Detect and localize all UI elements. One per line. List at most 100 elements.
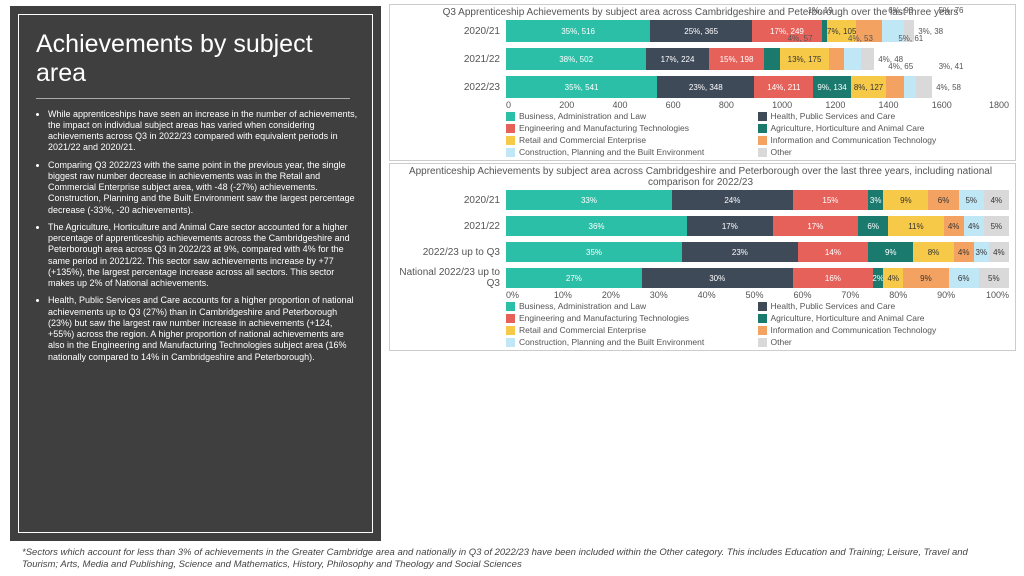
- bar-segment: 4%: [989, 242, 1009, 262]
- callout: 3%, 41: [939, 62, 964, 71]
- chart-row: 2022/23 up to Q335%23%14%9%8%4%3%4%: [392, 240, 1009, 264]
- legend-swatch: [506, 338, 515, 347]
- legend-swatch: [506, 124, 515, 133]
- legend-label: Business, Administration and Law: [519, 301, 646, 311]
- legend-swatch: [506, 148, 515, 157]
- legend-item: Engineering and Manufacturing Technologi…: [506, 123, 758, 133]
- legend-item: Health, Public Services and Care: [758, 111, 1010, 121]
- bar-segment: 8%, 127: [851, 76, 886, 98]
- bar-segment: 9%: [868, 242, 913, 262]
- legend-label: Health, Public Services and Care: [771, 301, 896, 311]
- bar-segment: 17%: [773, 216, 859, 236]
- bar-segment: 5%: [984, 216, 1009, 236]
- bar-segment: 8%: [913, 242, 953, 262]
- row-label: National 2022/23 up to Q3: [392, 267, 506, 289]
- legend-swatch: [506, 314, 515, 323]
- chart-row: National 2022/23 up to Q327%30%16%2%4%9%…: [392, 266, 1009, 290]
- legend-swatch: [506, 136, 515, 145]
- row-label: 2022/23: [392, 82, 506, 93]
- bar-segment: 2%: [873, 268, 883, 288]
- bar-segment: 5%: [959, 190, 984, 210]
- chart2: Apprenticeship Achievements by subject a…: [389, 163, 1016, 351]
- legend-label: Other: [771, 337, 792, 347]
- bar-segment: 6%: [928, 190, 958, 210]
- left-panel: Achievements by subject area While appre…: [8, 4, 383, 543]
- callout: 5%, 76: [939, 6, 964, 15]
- bar-segment: 4%: [944, 216, 964, 236]
- bar-segment: 6%: [949, 268, 979, 288]
- bar-segment: 35%, 541: [506, 76, 657, 98]
- row-label: 2021/22: [392, 54, 506, 65]
- callout: 4%, 57: [788, 34, 813, 43]
- legend-item: Construction, Planning and the Built Env…: [506, 147, 758, 157]
- bar-segment: 27%: [506, 268, 642, 288]
- legend-swatch: [758, 148, 767, 157]
- legend-swatch: [758, 314, 767, 323]
- legend-label: Engineering and Manufacturing Technologi…: [519, 123, 689, 133]
- chart1: Q3 Apprenticeship Achievements by subjec…: [389, 4, 1016, 161]
- bullet: The Agriculture, Horticulture and Animal…: [48, 222, 367, 290]
- bar-segment: 23%: [682, 242, 798, 262]
- charts-panel: Q3 Apprenticeship Achievements by subjec…: [389, 4, 1016, 543]
- legend-swatch: [506, 112, 515, 121]
- bar-segment: 3%: [974, 242, 989, 262]
- callout: 6%, 93: [888, 6, 913, 15]
- legend-swatch: [758, 124, 767, 133]
- bar-segment: 23%, 348: [657, 76, 754, 98]
- bar-segment: 11%: [888, 216, 943, 236]
- bar-segment: 35%: [506, 242, 682, 262]
- row-label: 2020/21: [392, 26, 506, 37]
- bar-segment: 30%: [642, 268, 793, 288]
- legend-swatch: [506, 302, 515, 311]
- bar-segment: 36%: [506, 216, 687, 236]
- footnote: *Sectors which account for less than 3% …: [0, 543, 1024, 576]
- bar-area: 27%30%16%2%4%9%6%5%: [506, 266, 1009, 290]
- legend-label: Health, Public Services and Care: [771, 111, 896, 121]
- chart2-title: Apprenticeship Achievements by subject a…: [392, 166, 1009, 188]
- bar-area: 35%23%14%9%8%4%3%4%: [506, 240, 1009, 264]
- legend-label: Information and Communication Technology: [771, 135, 937, 145]
- legend-label: Retail and Commercial Enterprise: [519, 135, 646, 145]
- legend-label: Agriculture, Horticulture and Animal Car…: [771, 123, 925, 133]
- legend-item: Other: [758, 147, 1010, 157]
- legend-swatch: [758, 302, 767, 311]
- bullet: Comparing Q3 2022/23 with the same point…: [48, 160, 367, 216]
- chart2-legend: Business, Administration and Law Health, …: [506, 300, 1009, 348]
- bar-segment: 15%: [793, 190, 868, 210]
- chart-row: 2021/2236%17%17%6%11%4%4%5%: [392, 214, 1009, 238]
- legend-item: Business, Administration and Law: [506, 301, 758, 311]
- bar-segment: 9%: [903, 268, 948, 288]
- bar-segment: 14%, 211: [754, 76, 813, 98]
- legend-item: Agriculture, Horticulture and Animal Car…: [758, 313, 1010, 323]
- bar-segment: 4%: [954, 242, 974, 262]
- bar-segment: 17%: [687, 216, 773, 236]
- legend-label: Agriculture, Horticulture and Animal Car…: [771, 313, 925, 323]
- bar-area: 4%, 653%, 4135%, 54123%, 34814%, 2119%, …: [506, 74, 1009, 100]
- bar-segment: 4%: [964, 216, 984, 236]
- legend-label: Retail and Commercial Enterprise: [519, 325, 646, 335]
- bar-segment: [886, 76, 904, 98]
- callout: 1%, 19: [808, 6, 833, 15]
- legend-item: Business, Administration and Law: [506, 111, 758, 121]
- legend-swatch: [758, 326, 767, 335]
- legend-label: Business, Administration and Law: [519, 111, 646, 121]
- bar-segment: 6%: [858, 216, 888, 236]
- bar-segment: 3%: [868, 190, 883, 210]
- legend-swatch: [758, 338, 767, 347]
- bar-segment: 9%, 134: [813, 76, 850, 98]
- bar-segment: 4%: [984, 190, 1009, 210]
- row-label: 2022/23 up to Q3: [392, 247, 506, 258]
- bar-segment: 4%: [883, 268, 903, 288]
- legend-item: Engineering and Manufacturing Technologi…: [506, 313, 758, 323]
- bar-area: 36%17%17%6%11%4%4%5%: [506, 214, 1009, 238]
- legend-item: Information and Communication Technology: [758, 135, 1010, 145]
- legend-item: Retail and Commercial Enterprise: [506, 135, 758, 145]
- bar-segment: 9%: [883, 190, 928, 210]
- callout: 4%, 65: [888, 62, 913, 71]
- legend-item: Retail and Commercial Enterprise: [506, 325, 758, 335]
- legend-label: Construction, Planning and the Built Env…: [519, 337, 704, 347]
- divider: [36, 98, 350, 99]
- bullet: Health, Public Services and Care account…: [48, 295, 367, 363]
- bar-segment: 4%, 58: [916, 76, 932, 98]
- chart2-axis: 0%10%20%30%40%50%60%70%80%90%100%: [506, 290, 1009, 300]
